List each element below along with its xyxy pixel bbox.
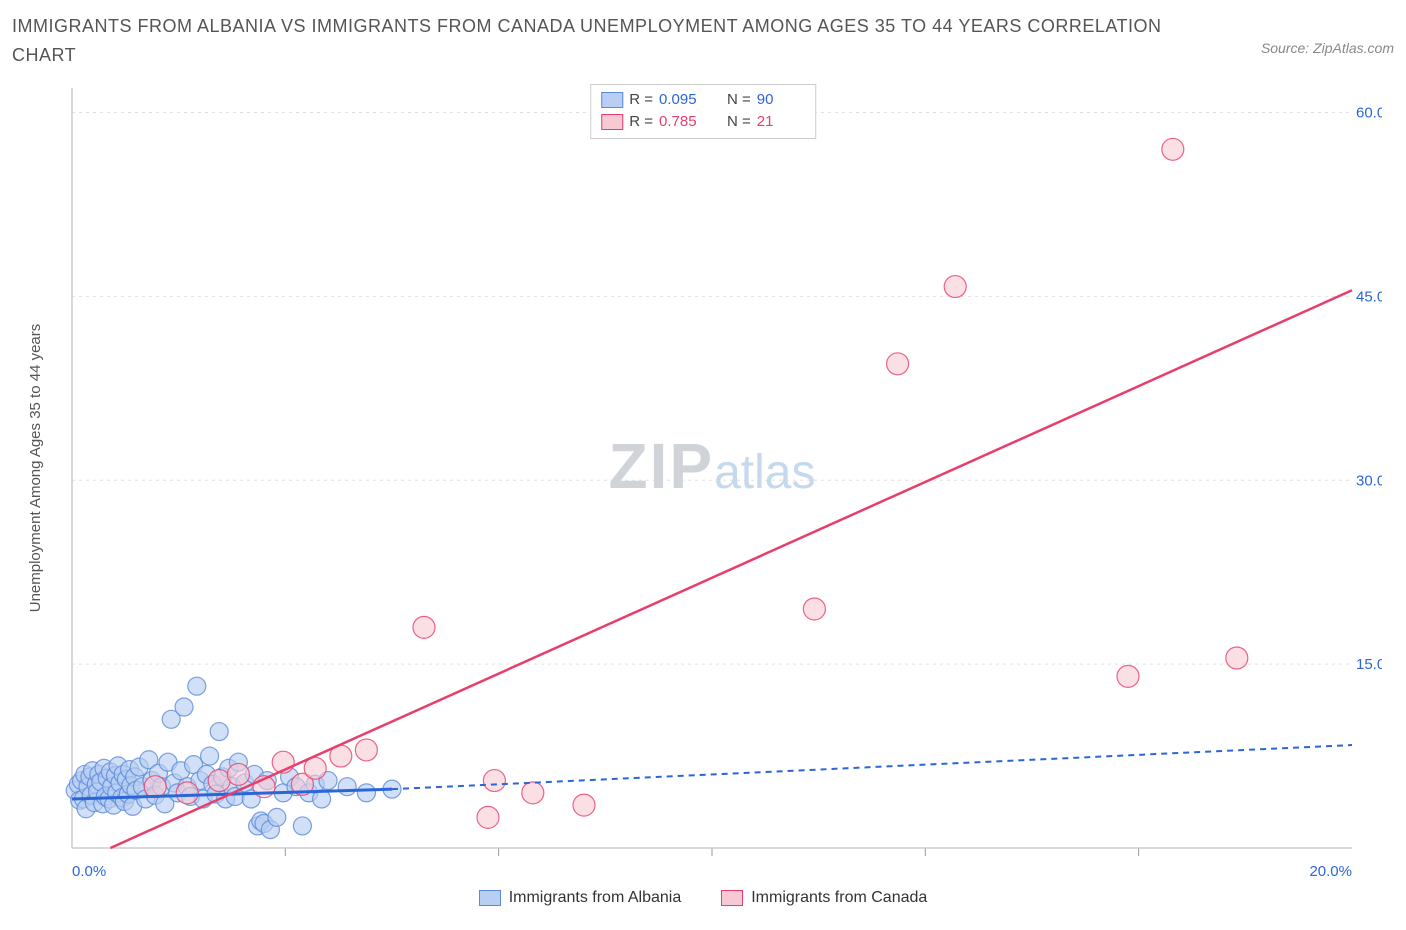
svg-text:Unemployment Among Ages 35 to: Unemployment Among Ages 35 to 44 years <box>27 323 44 612</box>
header: IMMIGRANTS FROM ALBANIA VS IMMIGRANTS FR… <box>12 12 1394 70</box>
scatter-chart: ZIPatlas 0.0% 20.0% 15.0% 30.0% 45.0% 60.0% Une… <box>12 78 1382 888</box>
legend-item-albania: Immigrants from Albania <box>479 889 682 907</box>
svg-text:60.0%: 60.0% <box>1356 104 1382 121</box>
svg-text:15.0%: 15.0% <box>1356 656 1382 673</box>
legend-label-canada: Immigrants from Canada <box>751 889 927 907</box>
chart-title: IMMIGRANTS FROM ALBANIA VS IMMIGRANTS FR… <box>12 12 1162 70</box>
svg-text:30.0%: 30.0% <box>1356 472 1382 489</box>
svg-text:ZIPatlas: ZIPatlas <box>609 430 816 502</box>
stats-legend-row-albania: R = 0.095 N = 90 <box>601 89 805 112</box>
swatch-albania <box>479 890 501 906</box>
n-value-canada: 21 <box>757 111 805 134</box>
source-attribution: Source: ZipAtlas.com <box>1261 40 1394 56</box>
source-name: ZipAtlas.com <box>1313 40 1394 56</box>
n-label: N = <box>727 89 751 112</box>
svg-text:45.0%: 45.0% <box>1356 288 1382 305</box>
r-value-albania: 0.095 <box>659 89 707 112</box>
svg-text:0.0%: 0.0% <box>72 863 106 880</box>
stats-legend: R = 0.095 N = 90 R = 0.785 N = 21 <box>590 84 816 139</box>
swatch-canada <box>721 890 743 906</box>
series-legend: Immigrants from Albania Immigrants from … <box>12 889 1394 907</box>
n-label: N = <box>727 111 751 134</box>
n-value-albania: 90 <box>757 89 805 112</box>
swatch-albania <box>601 92 623 108</box>
legend-label-albania: Immigrants from Albania <box>509 889 682 907</box>
legend-item-canada: Immigrants from Canada <box>721 889 927 907</box>
source-prefix: Source: <box>1261 40 1313 56</box>
r-label: R = <box>629 89 653 112</box>
chart-container: R = 0.095 N = 90 R = 0.785 N = 21 ZIPatl… <box>12 78 1394 907</box>
swatch-canada <box>601 114 623 130</box>
svg-text:20.0%: 20.0% <box>1309 863 1352 880</box>
r-value-canada: 0.785 <box>659 111 707 134</box>
r-label: R = <box>629 111 653 134</box>
stats-legend-row-canada: R = 0.785 N = 21 <box>601 111 805 134</box>
